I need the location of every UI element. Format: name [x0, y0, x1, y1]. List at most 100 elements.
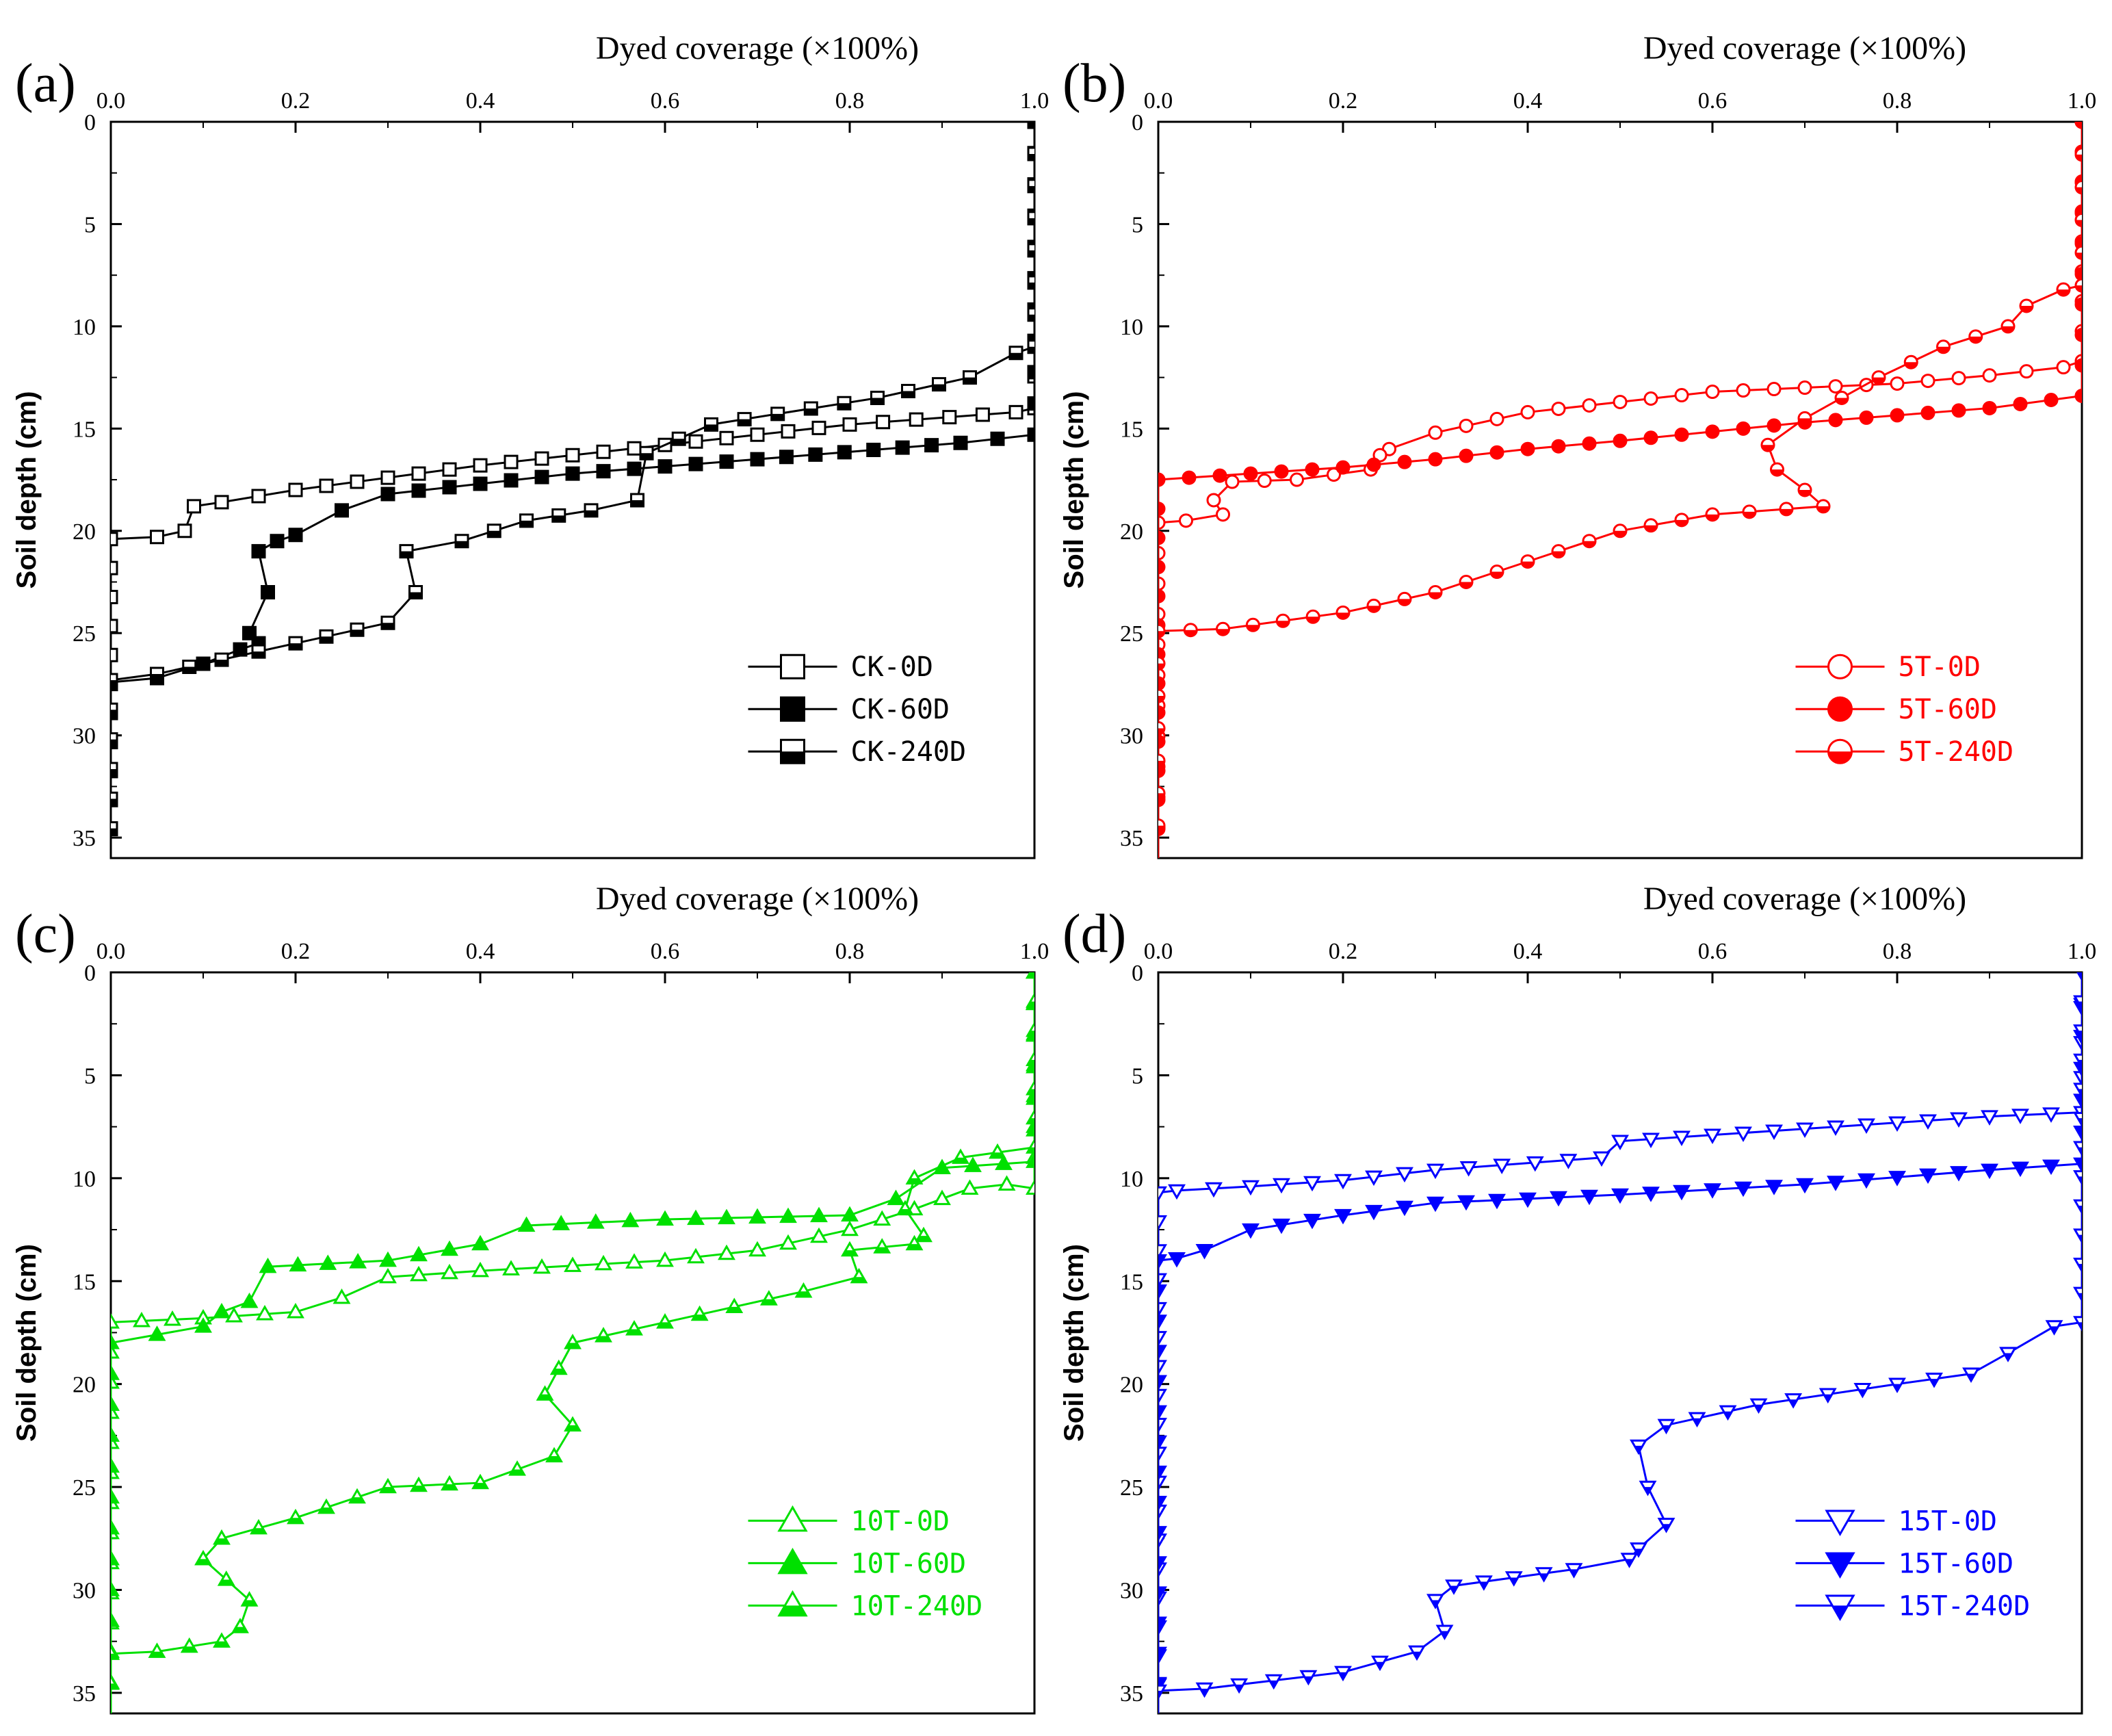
- data-point: [111, 1488, 120, 1504]
- data-point-shape: [2073, 1061, 2082, 1078]
- data-point-half-fill: [1028, 122, 1034, 128]
- data-point: [1158, 734, 1166, 749]
- data-point: [1643, 518, 1658, 533]
- data-point-shape: [1551, 401, 1566, 416]
- data-point-half-fill: [214, 1641, 229, 1647]
- data-point: [441, 1475, 458, 1491]
- data-point-half-fill: [1644, 1487, 1652, 1494]
- data-point: [901, 384, 915, 399]
- data-point: [932, 377, 946, 392]
- data-point: [1903, 354, 1918, 370]
- y-tick-label: 0: [1132, 110, 1143, 135]
- data-point-shape: [1705, 385, 1720, 400]
- data-point-shape: [177, 523, 192, 539]
- data-point: [1334, 1208, 1352, 1225]
- data-point: [454, 534, 469, 549]
- legend-marker: [777, 1547, 808, 1575]
- data-point-shape: [627, 441, 642, 456]
- data-point: [873, 1210, 891, 1226]
- data-point: [1426, 1196, 1444, 1213]
- data-point: [214, 495, 229, 510]
- data-point: [2073, 1157, 2082, 1174]
- data-point: [150, 530, 164, 545]
- data-point-shape: [1426, 1163, 1444, 1180]
- data-point: [841, 1241, 859, 1257]
- data-point-half-fill: [1510, 1577, 1517, 1585]
- data-point: [2073, 1061, 2082, 1078]
- data-point: [319, 629, 334, 644]
- data-point-shape: [1642, 1187, 1660, 1202]
- data-point: [1657, 1418, 1676, 1435]
- data-point: [870, 391, 885, 405]
- data-point-half-fill: [761, 1299, 777, 1305]
- data-point: [656, 1313, 674, 1329]
- data-point-shape: [1459, 418, 1474, 433]
- legend-label: CK-0D: [851, 651, 933, 683]
- data-point: [111, 1373, 120, 1389]
- data-point-half-fill: [2078, 1089, 2082, 1096]
- data-point: [1158, 1475, 1167, 1492]
- data-point: [1245, 617, 1260, 632]
- legend-marker: [780, 696, 805, 722]
- y-tick-label: 30: [1120, 1579, 1143, 1604]
- data-point: [251, 544, 266, 559]
- data-point: [687, 1209, 705, 1226]
- data-point-shape: [1550, 1191, 1567, 1207]
- data-point-half-fill: [2078, 1176, 2082, 1184]
- data-point: [1520, 441, 1535, 456]
- data-point-half-fill: [1337, 612, 1349, 619]
- data-point: [933, 1189, 951, 1206]
- data-point-shape: [2073, 1286, 2082, 1303]
- y-axis-label: Soil depth (cm): [12, 1244, 42, 1442]
- data-point: [2074, 278, 2082, 293]
- data-point: [111, 673, 118, 688]
- data-point-shape: [111, 1395, 120, 1411]
- data-point: [1158, 786, 1166, 801]
- data-point: [1158, 1215, 1167, 1231]
- data-point-shape: [656, 1251, 674, 1267]
- data-point-shape: [953, 435, 968, 450]
- data-point-shape: [251, 489, 266, 504]
- data-point: [194, 1317, 212, 1333]
- data-point: [1489, 565, 1504, 580]
- data-point-shape: [471, 1234, 489, 1251]
- data-point: [1950, 1112, 1968, 1128]
- data-point-shape: [933, 1189, 951, 1206]
- data-point-shape: [1027, 396, 1034, 411]
- plot-area: [1158, 972, 2082, 1713]
- x-tick-label: 0.0: [1144, 939, 1173, 964]
- data-point: [704, 417, 718, 432]
- data-point: [1770, 462, 1784, 477]
- data-point: [1968, 329, 1983, 344]
- data-point-half-fill: [2076, 187, 2082, 194]
- data-point-shape: [2073, 995, 2082, 1011]
- data-point: [1565, 1563, 1583, 1579]
- data-point: [1397, 591, 1412, 606]
- data-point-half-fill: [2050, 1326, 2058, 1334]
- data-point: [1642, 1132, 1660, 1149]
- data-point: [1428, 425, 1443, 440]
- data-point: [1760, 437, 1775, 452]
- data-point-half-fill: [1645, 525, 1657, 532]
- data-point: [2056, 282, 2071, 297]
- data-point-shape: [621, 1211, 640, 1228]
- data-point-half-fill: [320, 636, 333, 643]
- data-point: [1853, 1383, 1872, 1399]
- data-point: [905, 1234, 924, 1251]
- panel-d: 0.0 0.2 0.4 0.6 0.8 1.0 0 5 10 15 20 25 30 35 Dyed cov…: [1059, 881, 2096, 1715]
- data-point: [213, 1529, 231, 1545]
- legend-marker: [780, 653, 805, 679]
- data-point-half-fill: [1873, 377, 1885, 384]
- data-point: [1158, 1447, 1167, 1462]
- data-point: [111, 647, 118, 662]
- data-point: [1535, 1567, 1553, 1583]
- data-point: [961, 1179, 979, 1195]
- data-point: [565, 466, 580, 481]
- data-point-half-fill: [1376, 1661, 1384, 1670]
- x-tick-label: 0.6: [651, 939, 680, 964]
- data-point-shape: [502, 1260, 520, 1275]
- data-point-half-fill: [1247, 625, 1260, 632]
- data-point: [213, 1303, 231, 1319]
- data-point-shape: [1158, 1314, 1167, 1330]
- data-point-shape: [718, 1208, 735, 1225]
